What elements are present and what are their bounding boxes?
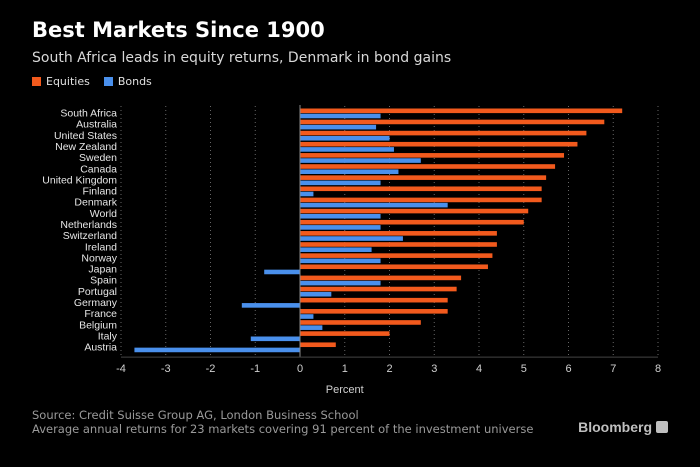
x-tick-label: 4 bbox=[476, 363, 482, 375]
equities-bar-united-states bbox=[300, 130, 587, 136]
category-label: Switzerland bbox=[63, 230, 117, 242]
bonds-bar-france bbox=[300, 314, 314, 319]
equities-bar-canada bbox=[300, 164, 556, 169]
category-label: Italy bbox=[98, 330, 118, 342]
bonds-bar-south-africa bbox=[300, 113, 381, 119]
legend-label-bonds: Bonds bbox=[117, 75, 152, 88]
bonds-bar-world bbox=[300, 213, 381, 219]
bonds-bar-belgium bbox=[300, 325, 323, 330]
equities-bar-austria bbox=[300, 342, 336, 348]
bloomberg-icon bbox=[656, 421, 668, 433]
equities-bar-australia bbox=[300, 119, 605, 125]
category-label: Norway bbox=[81, 252, 117, 264]
category-label: Sweden bbox=[79, 152, 117, 164]
category-label: Ireland bbox=[85, 241, 117, 253]
chart-subtitle: South Africa leads in equity returns, De… bbox=[32, 50, 452, 66]
legend: Equities Bonds bbox=[32, 75, 166, 88]
source-note: Source: Credit Suisse Group AG, London B… bbox=[32, 408, 359, 422]
legend-swatch-equities bbox=[32, 77, 41, 86]
bonds-bar-austria bbox=[134, 347, 300, 353]
equities-bar-ireland bbox=[300, 242, 497, 247]
equities-bar-south-africa bbox=[300, 108, 623, 114]
x-tick-label: 6 bbox=[565, 363, 571, 375]
equities-bar-finland bbox=[300, 186, 542, 192]
bonds-bar-ireland bbox=[300, 247, 372, 252]
category-label: Austria bbox=[84, 342, 117, 354]
bonds-bar-germany bbox=[241, 303, 300, 308]
x-axis-label: Percent bbox=[326, 384, 364, 396]
x-tick-label: -4 bbox=[116, 363, 126, 375]
equities-bar-denmark bbox=[300, 197, 542, 203]
equities-bar-norway bbox=[300, 253, 493, 258]
category-label: Netherlands bbox=[60, 219, 117, 231]
bonds-bar-united-kingdom bbox=[300, 180, 381, 186]
bonds-bar-spain bbox=[300, 280, 381, 286]
legend-item-bonds: Bonds bbox=[103, 75, 152, 88]
bonds-bar-new-zealand bbox=[300, 147, 394, 152]
category-label: Belgium bbox=[79, 319, 117, 331]
x-tick-label: 8 bbox=[655, 363, 661, 375]
equities-bar-spain bbox=[300, 275, 462, 281]
category-label: Finland bbox=[83, 186, 118, 198]
x-tick-label: 0 bbox=[297, 363, 303, 375]
x-tick-label: 5 bbox=[521, 363, 527, 375]
equities-bar-france bbox=[300, 309, 448, 314]
x-tick-label: 2 bbox=[386, 363, 392, 375]
category-label: Canada bbox=[80, 163, 117, 175]
category-label: Spain bbox=[90, 275, 117, 287]
x-tick-label: 1 bbox=[342, 363, 348, 375]
x-tick-label: -2 bbox=[206, 363, 216, 375]
bonds-bar-canada bbox=[300, 169, 399, 174]
x-tick-label: -3 bbox=[161, 363, 171, 375]
bonds-bar-australia bbox=[300, 124, 377, 130]
bonds-bar-netherlands bbox=[300, 225, 381, 230]
category-label: New Zealand bbox=[55, 141, 117, 153]
category-label: Portugal bbox=[78, 286, 117, 298]
category-label: United States bbox=[54, 130, 117, 142]
category-label: Germany bbox=[74, 297, 118, 309]
category-label: Japan bbox=[88, 264, 117, 276]
category-label: Australia bbox=[76, 119, 117, 131]
x-tick-label: 7 bbox=[610, 363, 616, 375]
equities-bar-japan bbox=[300, 264, 488, 270]
bonds-bar-japan bbox=[264, 269, 300, 275]
legend-item-equities: Equities bbox=[32, 75, 90, 88]
bonds-bar-united-states bbox=[300, 135, 390, 141]
equities-bar-germany bbox=[300, 297, 448, 303]
equities-bar-belgium bbox=[300, 320, 421, 325]
chart-title: Best Markets Since 1900 bbox=[32, 18, 325, 42]
brand-name: Bloomberg bbox=[578, 419, 652, 435]
category-label: World bbox=[90, 208, 117, 220]
bonds-bar-denmark bbox=[300, 202, 448, 208]
x-tick-label: 3 bbox=[431, 363, 437, 375]
legend-label-equities: Equities bbox=[46, 75, 90, 88]
category-label: Denmark bbox=[74, 197, 117, 209]
bonds-bar-switzerland bbox=[300, 236, 403, 241]
category-label: France bbox=[84, 308, 117, 320]
equities-bar-italy bbox=[300, 331, 390, 336]
x-tick-label: -1 bbox=[250, 363, 260, 375]
equities-bar-new-zealand bbox=[300, 141, 578, 147]
bonds-bar-finland bbox=[300, 191, 314, 197]
equities-bar-switzerland bbox=[300, 231, 497, 236]
category-label: United Kingdom bbox=[42, 174, 117, 186]
equities-bar-netherlands bbox=[300, 219, 524, 225]
legend-swatch-bonds bbox=[103, 77, 113, 86]
equities-bar-portugal bbox=[300, 286, 457, 292]
equities-bar-world bbox=[300, 208, 529, 214]
bonds-bar-portugal bbox=[300, 291, 332, 297]
bonds-bar-italy bbox=[250, 336, 300, 342]
description-note: Average annual returns for 23 markets co… bbox=[32, 422, 534, 436]
bonds-bar-sweden bbox=[300, 158, 421, 163]
category-label: South Africa bbox=[60, 108, 117, 120]
bonds-bar-norway bbox=[300, 258, 381, 264]
equities-bar-united-kingdom bbox=[300, 175, 547, 180]
equities-bar-sweden bbox=[300, 153, 565, 158]
brand-logo: Bloomberg bbox=[578, 419, 668, 435]
